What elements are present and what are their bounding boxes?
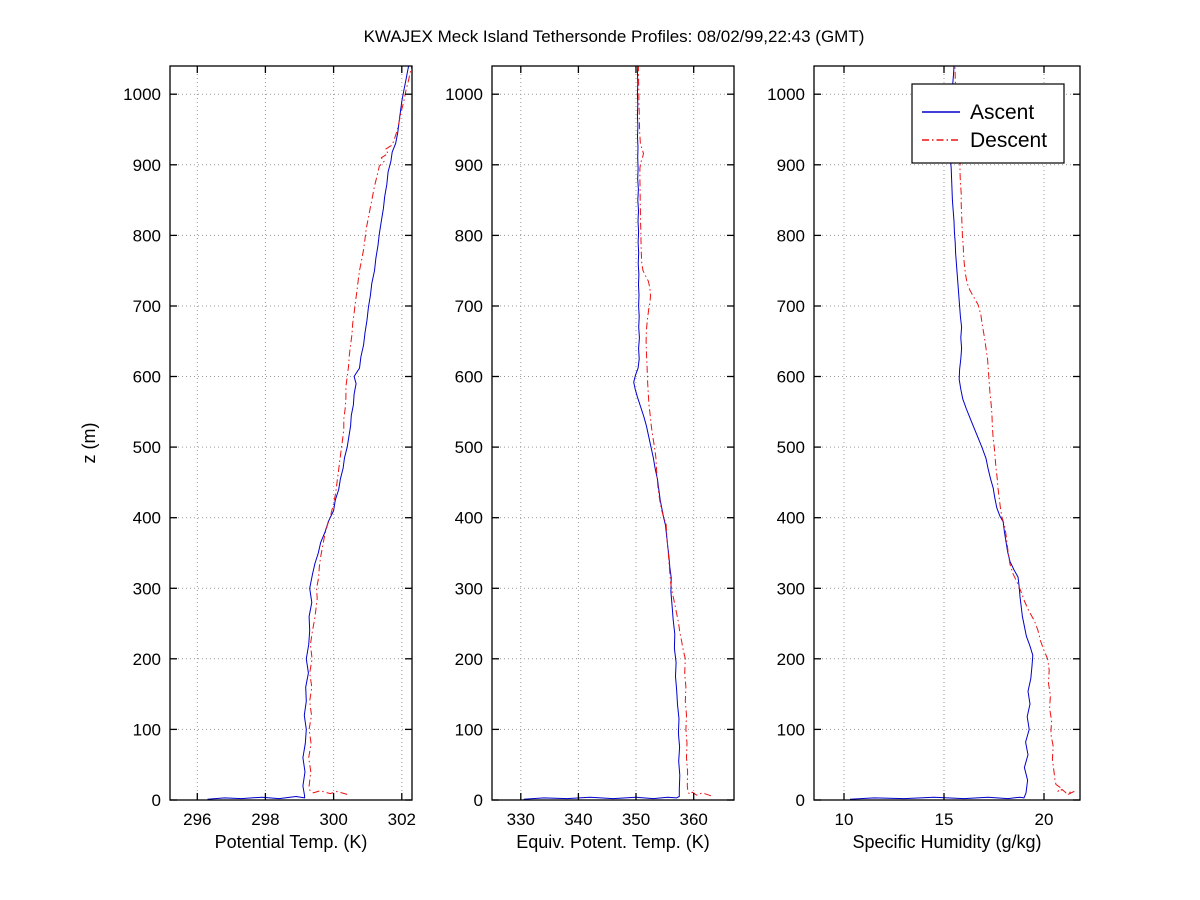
y-tick-label: 400 [133, 509, 161, 528]
y-tick-label: 1000 [445, 85, 483, 104]
y-tick-label: 200 [133, 650, 161, 669]
legend-label-descent: Descent [970, 129, 1047, 152]
series-ascent-panel-3 [849, 66, 1034, 800]
x-tick-label: 296 [183, 810, 211, 829]
axis-box-panel-1 [169, 65, 413, 801]
y-axis-label: z (m) [79, 423, 99, 464]
y-tick-label: 500 [455, 438, 483, 457]
series-ascent-panel-1 [207, 66, 410, 800]
y-tick-label: 600 [133, 368, 161, 387]
x-tick-label: 340 [564, 810, 592, 829]
series-descent-panel-2 [637, 66, 712, 797]
y-tick-label: 800 [455, 226, 483, 245]
series-descent-panel-3 [954, 66, 1075, 795]
series-ascent-panel-2 [523, 66, 681, 800]
legend-label-ascent: Ascent [970, 101, 1034, 124]
y-tick-label: 400 [455, 509, 483, 528]
y-tick-label: 300 [455, 579, 483, 598]
y-tick-label: 900 [777, 156, 805, 175]
x-tick-label: 360 [680, 810, 708, 829]
y-tick-label: 300 [133, 579, 161, 598]
x-tick-label: 302 [388, 810, 416, 829]
y-tick-label: 0 [152, 791, 161, 810]
y-tick-label: 800 [133, 226, 161, 245]
panel-1-plot: 296 298 300 302 0 100 200 300 400 500 600 700 800 900… [123, 65, 416, 829]
x-tick-label: 300 [319, 810, 347, 829]
y-tick-label: 700 [133, 297, 161, 316]
axis-box-panel-2 [491, 65, 735, 801]
y-tick-label: 400 [777, 509, 805, 528]
y-tick-label: 900 [455, 156, 483, 175]
series-descent-panel-1 [308, 66, 412, 795]
panel-2-plot: 330 340 350 360 0 100 200 300 400 500 600 700 800 900… [445, 65, 735, 829]
legend-box [911, 83, 1065, 164]
x-tick-label: 330 [507, 810, 535, 829]
figure-title: KWAJEX Meck Island Tethersonde Profiles:… [364, 27, 865, 46]
y-tick-label: 600 [777, 368, 805, 387]
x-tick-label: 20 [1035, 810, 1054, 829]
y-tick-label: 100 [133, 720, 161, 739]
x-tick-label: 15 [935, 810, 954, 829]
x-tick-label: 298 [251, 810, 279, 829]
axis-box-panel-3 [813, 65, 1081, 801]
y-tick-label: 700 [455, 297, 483, 316]
y-tick-label: 100 [777, 720, 805, 739]
x-tick-label: 350 [622, 810, 650, 829]
x-axis-label-panel-1: Potential Temp. (K) [215, 832, 368, 852]
y-tick-label: 300 [777, 579, 805, 598]
panels-layer: 296 298 300 3020100200300400500600700800900… [123, 65, 1081, 829]
y-tick-label: 1000 [767, 85, 805, 104]
y-tick-label: 600 [455, 368, 483, 387]
x-axis-label-panel-3: Specific Humidity (g/kg) [852, 832, 1041, 852]
y-tick-label: 500 [777, 438, 805, 457]
y-tick-label: 200 [455, 650, 483, 669]
x-tick-label: 10 [835, 810, 854, 829]
y-tick-label: 0 [796, 791, 805, 810]
y-tick-label: 900 [133, 156, 161, 175]
y-tick-label: 1000 [123, 85, 161, 104]
y-tick-label: 100 [455, 720, 483, 739]
y-tick-label: 200 [777, 650, 805, 669]
x-axis-label-panel-2: Equiv. Potent. Temp. (K) [516, 832, 709, 852]
y-tick-label: 700 [777, 297, 805, 316]
legend: Ascent Descent [911, 83, 1065, 164]
y-tick-label: 500 [133, 438, 161, 457]
y-tick-label: 800 [777, 226, 805, 245]
y-tick-label: 0 [474, 791, 483, 810]
